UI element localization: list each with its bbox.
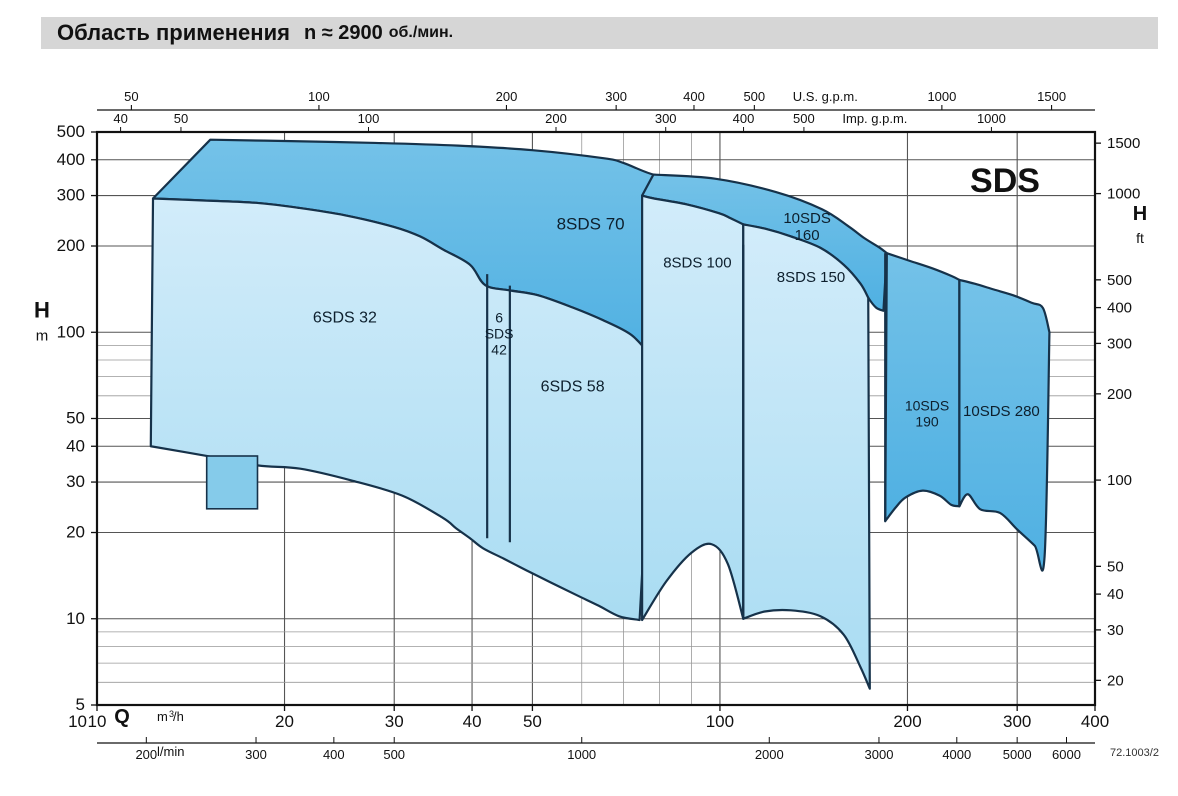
svg-text:200: 200 <box>496 89 518 104</box>
svg-text:10SDS 280: 10SDS 280 <box>963 403 1040 420</box>
svg-text:30: 30 <box>66 472 85 491</box>
svg-text:1000: 1000 <box>977 111 1006 126</box>
svg-text:30: 30 <box>385 712 404 731</box>
svg-text:300: 300 <box>605 89 627 104</box>
svg-text:500: 500 <box>1107 272 1132 289</box>
svg-text:1000: 1000 <box>1107 186 1140 203</box>
svg-text:100: 100 <box>706 712 734 731</box>
svg-text:40: 40 <box>66 436 85 455</box>
svg-text:8SDS 100: 8SDS 100 <box>663 255 731 272</box>
svg-text:100: 100 <box>57 322 85 341</box>
svg-text:200: 200 <box>545 111 567 126</box>
svg-text:20: 20 <box>275 712 294 731</box>
svg-text:10: 10 <box>88 712 107 731</box>
svg-text:H: H <box>1133 203 1147 225</box>
svg-text:500: 500 <box>57 122 85 141</box>
svg-text:U.S. g.p.m.: U.S. g.p.m. <box>793 89 858 104</box>
svg-text:l/min: l/min <box>157 744 184 759</box>
svg-text:100: 100 <box>1107 472 1132 489</box>
svg-text:300: 300 <box>57 186 85 205</box>
svg-text:3000: 3000 <box>865 747 894 762</box>
svg-text:Q: Q <box>114 706 130 728</box>
svg-text:2000: 2000 <box>755 747 784 762</box>
svg-text:50: 50 <box>1107 558 1124 575</box>
svg-text:400: 400 <box>733 111 755 126</box>
svg-text:40: 40 <box>1107 586 1124 603</box>
svg-text:500: 500 <box>743 89 765 104</box>
svg-text:40: 40 <box>463 712 482 731</box>
svg-text:40: 40 <box>113 111 127 126</box>
svg-text:SDS: SDS <box>970 162 1040 200</box>
svg-text:10: 10 <box>68 712 87 731</box>
svg-text:200: 200 <box>1107 386 1132 403</box>
svg-text:400: 400 <box>57 150 85 169</box>
svg-text:6SDS 58: 6SDS 58 <box>541 379 605 396</box>
svg-text:200: 200 <box>57 236 85 255</box>
svg-text:6000: 6000 <box>1052 747 1081 762</box>
svg-text:400: 400 <box>683 89 705 104</box>
svg-text:300: 300 <box>1003 712 1031 731</box>
svg-text:50: 50 <box>66 409 85 428</box>
svg-text:4000: 4000 <box>942 747 971 762</box>
svg-text:200: 200 <box>135 747 157 762</box>
svg-text:500: 500 <box>383 747 405 762</box>
svg-text:1000: 1000 <box>567 747 596 762</box>
svg-text:400: 400 <box>1081 712 1109 731</box>
svg-text:50: 50 <box>523 712 542 731</box>
svg-text:100: 100 <box>358 111 380 126</box>
svg-text:/h: /h <box>173 709 184 724</box>
svg-text:100: 100 <box>308 89 330 104</box>
svg-text:1500: 1500 <box>1037 89 1066 104</box>
svg-text:8SDS 70: 8SDS 70 <box>557 215 625 234</box>
svg-text:8SDS 150: 8SDS 150 <box>777 269 845 286</box>
svg-text:H: H <box>34 297 50 322</box>
svg-text:500: 500 <box>793 111 815 126</box>
svg-text:200: 200 <box>893 712 921 731</box>
svg-text:20: 20 <box>66 523 85 542</box>
svg-text:m: m <box>36 327 49 344</box>
svg-text:1000: 1000 <box>927 89 956 104</box>
svg-text:m: m <box>157 709 168 724</box>
svg-text:10: 10 <box>66 609 85 628</box>
svg-text:Imp. g.p.m.: Imp. g.p.m. <box>842 111 907 126</box>
svg-text:5000: 5000 <box>1003 747 1032 762</box>
svg-text:50: 50 <box>174 111 188 126</box>
svg-text:50: 50 <box>124 89 138 104</box>
svg-text:300: 300 <box>245 747 267 762</box>
svg-text:1500: 1500 <box>1107 135 1140 152</box>
svg-text:300: 300 <box>1107 335 1132 352</box>
svg-text:400: 400 <box>1107 300 1132 317</box>
svg-text:ft: ft <box>1136 230 1144 246</box>
svg-text:20: 20 <box>1107 672 1124 689</box>
svg-text:300: 300 <box>655 111 677 126</box>
svg-text:400: 400 <box>323 747 345 762</box>
svg-text:30: 30 <box>1107 622 1124 639</box>
svg-text:6SDS 32: 6SDS 32 <box>313 310 377 327</box>
